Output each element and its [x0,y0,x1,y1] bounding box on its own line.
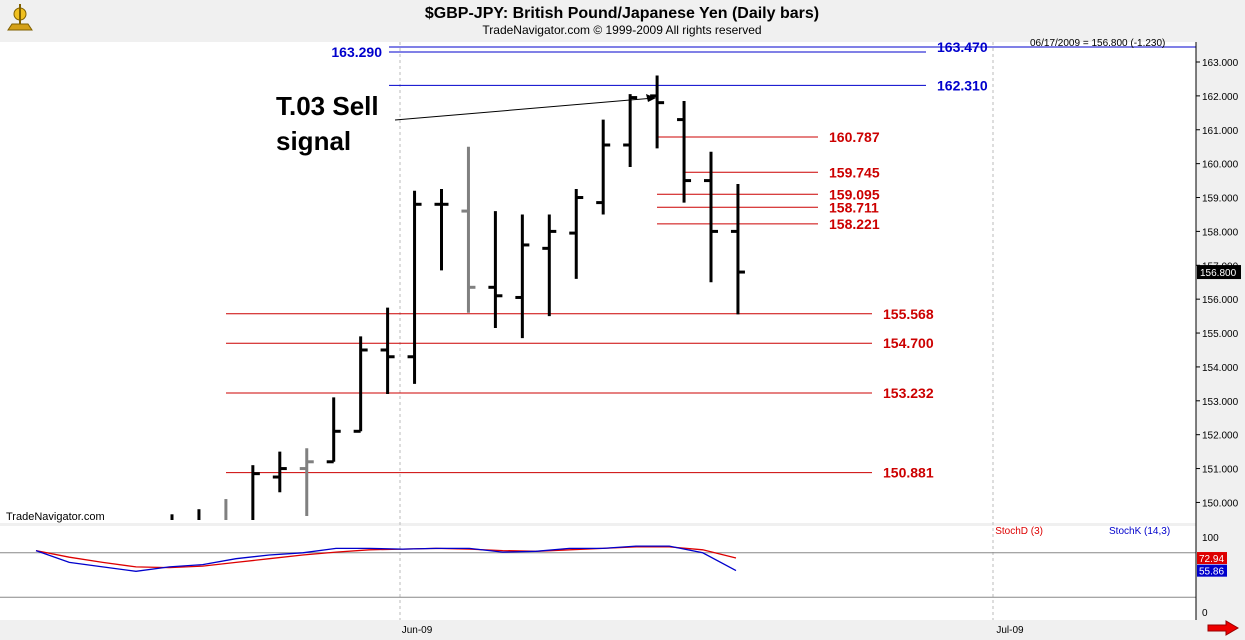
y-tick-label: 158.000 [1202,227,1239,238]
level-label: 163.290 [331,44,382,60]
y-tick-label: 154.000 [1202,363,1239,374]
annotation-line-1: T.03 Sell [276,91,379,121]
y-tick-label: 159.000 [1202,194,1239,205]
y-tick-label: 150.000 [1202,498,1239,509]
annotation-line-2: signal [276,126,351,156]
chart-subtitle: TradeNavigator.com © 1999-2009 All right… [482,23,761,37]
y-tick-label: 153.000 [1202,397,1239,408]
level-label: 159.745 [829,164,880,180]
trade-navigator-logo-icon [7,4,33,31]
level-label: 158.221 [829,216,880,232]
stoch-last-marker [1197,564,1227,577]
y-tick-label: 162.000 [1202,92,1239,103]
level-label: 153.232 [883,385,934,401]
legend-stochk: StochK (14,3) [1109,526,1170,537]
last-price-marker [1197,265,1241,280]
scroll-right-arrow-icon[interactable] [1206,620,1240,636]
x-tick-label: Jul-09 [996,625,1024,636]
chart-title: $GBP-JPY: British Pound/Japanese Yen (Da… [425,5,819,22]
legend-stochd: StochD (3) [995,526,1043,537]
y-tick-label: 161.000 [1202,126,1239,137]
stochastic-panel [0,526,1196,620]
stoch-last-label: 55.86 [1199,567,1224,578]
level-label: 158.711 [829,199,879,215]
stoch-last-label: 72.94 [1199,554,1224,565]
axes: Jun-09 Jul-09 150.000 151.000 152.000 153.000… [402,42,1241,636]
stoch-y-tick-label: 100 [1202,533,1219,544]
annotation-arrow-head [646,94,656,102]
stoch-series-line [35,545,737,572]
level-label: 154.700 [883,335,934,351]
stoch-y-tick-label: 0 [1202,608,1208,619]
price-bars [170,75,745,520]
price-panel [0,42,1196,523]
watermark: TradeNavigator.com [6,511,105,523]
level-label: 162.310 [937,77,988,93]
y-tick-label: 163.000 [1202,58,1239,69]
last-price-readout: 06/17/2009 = 156.800 (-1.230) [1030,38,1165,49]
level-label: 160.787 [829,129,880,145]
level-label: 159.095 [829,186,880,202]
y-tick-label: 151.000 [1202,465,1239,476]
y-tick-label: 156.000 [1202,295,1239,306]
level-label: 150.881 [883,465,934,481]
grid [399,42,994,620]
y-tick-label: 160.000 [1202,160,1239,171]
level-label: 163.470 [937,39,988,55]
y-tick-label: 152.000 [1202,431,1239,442]
stoch-last-marker [1197,552,1227,565]
last-price-label: 156.800 [1200,268,1237,279]
level-label: 155.568 [883,306,934,322]
level-lines: 163.470 163.290 162.310 160.787 159.745 159.0… [226,39,1196,481]
annotation-arrow-line [394,97,655,121]
stochastic-lines [0,545,1196,598]
y-tick-label: 155.000 [1202,329,1239,340]
x-tick-label: Jun-09 [402,625,433,636]
